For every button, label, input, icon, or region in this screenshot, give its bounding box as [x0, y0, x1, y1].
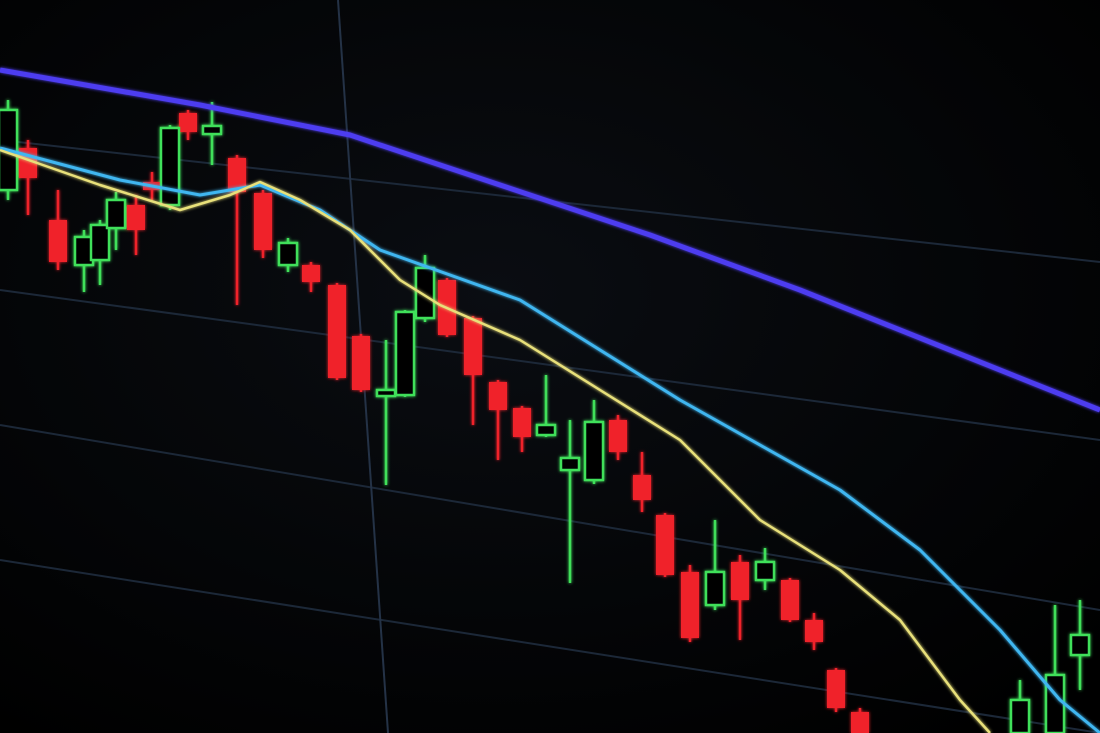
candle-body — [513, 408, 531, 437]
candle-body — [1069, 633, 1091, 657]
candle-body — [127, 205, 145, 230]
candle-body — [781, 580, 799, 620]
candle-body — [754, 560, 776, 582]
candle-body — [681, 572, 699, 638]
candle-body — [827, 670, 845, 708]
candle-body — [1044, 673, 1066, 733]
candle-body — [464, 318, 482, 375]
candle-body — [394, 310, 416, 397]
candle-body — [1009, 698, 1031, 733]
candle-body — [201, 124, 223, 136]
grid-line — [0, 559, 1100, 733]
candle-body — [352, 336, 370, 390]
moving-averages — [0, 67, 1100, 733]
candle-body — [656, 515, 674, 575]
candle-body — [49, 220, 67, 262]
candle-body — [489, 382, 507, 410]
candle-body — [805, 620, 823, 642]
candle-body — [328, 285, 346, 378]
candle-body — [277, 241, 299, 267]
candle-body — [254, 193, 272, 250]
medium-average — [0, 146, 1100, 733]
candle-body — [633, 475, 651, 500]
candle-body — [704, 570, 726, 607]
candle-body — [583, 420, 605, 482]
fast-average — [0, 148, 991, 733]
candle-body — [105, 198, 127, 230]
candle-body — [179, 113, 197, 132]
candle-body — [159, 126, 181, 207]
slow-average — [0, 67, 1100, 413]
grid-line — [0, 289, 1100, 441]
candle-body — [89, 223, 111, 262]
candles — [0, 100, 1091, 733]
candle-body — [851, 712, 869, 733]
candle-body — [559, 456, 581, 472]
grid-line — [0, 424, 1100, 611]
candle-body — [302, 265, 320, 282]
candle-body — [228, 158, 246, 192]
candle-body — [375, 388, 397, 398]
candle-body — [414, 266, 436, 320]
candle-body — [609, 420, 627, 452]
candle-body — [731, 562, 749, 600]
candle-body — [535, 423, 557, 437]
